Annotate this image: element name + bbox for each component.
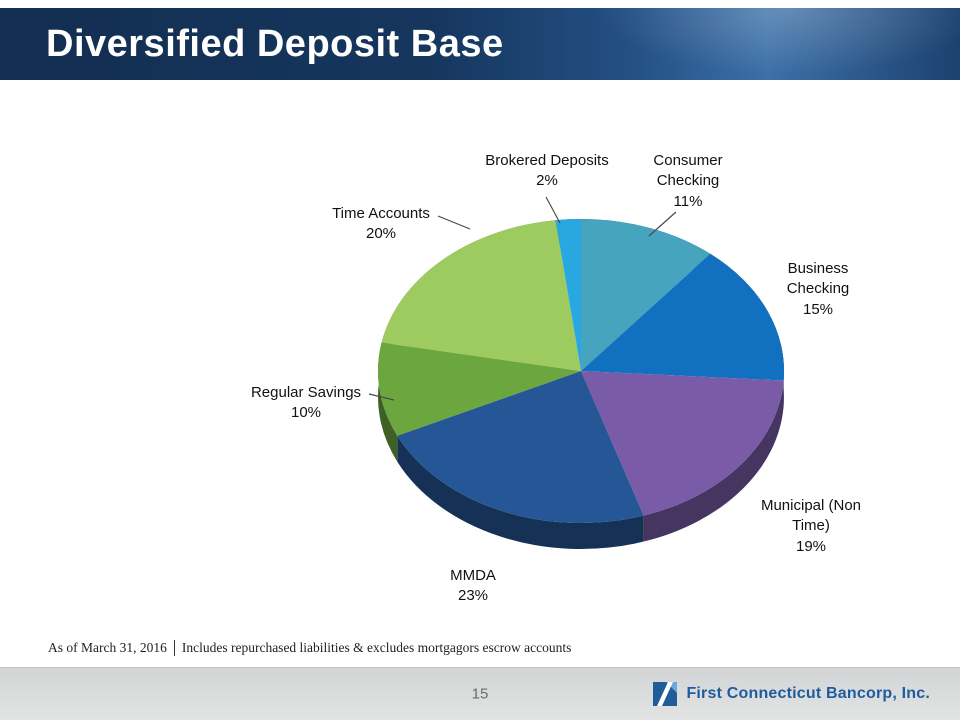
slide-title: Diversified Deposit Base bbox=[46, 22, 504, 65]
pie-label-value: 10% bbox=[290, 404, 322, 422]
page-number: 15 bbox=[471, 685, 489, 703]
bottom-bar: 15 First Connecticut Bancorp, Inc. bbox=[0, 667, 960, 720]
pie-label-value: 2% bbox=[536, 172, 558, 190]
brand: First Connecticut Bancorp, Inc. bbox=[653, 682, 930, 706]
pie-label-time-accounts: Time Accounts 20% bbox=[301, 204, 461, 245]
brand-logo-icon bbox=[653, 682, 678, 706]
pie-label-text: Regular Savings bbox=[250, 384, 362, 401]
leader-line-regular-savings bbox=[368, 393, 395, 401]
leader-lines bbox=[368, 196, 677, 401]
top-strip bbox=[0, 0, 960, 8]
pie-label-consumer-checking: Consumer Checking 11% bbox=[633, 151, 743, 212]
brand-name: First Connecticut Bancorp, Inc. bbox=[686, 685, 930, 702]
pie-label-value: 11% bbox=[673, 192, 703, 210]
pie-label-value: 23% bbox=[457, 587, 489, 605]
pie-label-text: Time Accounts bbox=[332, 205, 430, 222]
pie-label-value: 15% bbox=[802, 300, 834, 318]
pie-label-mmda: MMDA 23% bbox=[418, 566, 528, 607]
pie-slices bbox=[378, 219, 785, 549]
leader-line-consumer bbox=[648, 211, 677, 237]
footer-as-of: As of March 31, 2016 bbox=[48, 640, 167, 655]
pie-label-value: 20% bbox=[365, 225, 397, 243]
pie-label-regular-savings: Regular Savings 10% bbox=[221, 383, 391, 424]
pie-label-business-checking: Business Checking 15% bbox=[763, 259, 873, 320]
footer-disclaimer: Includes repurchased liabilities & exclu… bbox=[181, 640, 572, 655]
pie-label-text: Municipal (Non Time) bbox=[760, 497, 862, 535]
title-bar: Diversified Deposit Base bbox=[0, 8, 960, 80]
leader-line-time-accounts bbox=[437, 215, 471, 230]
footer-note: As of March 31, 2016 Includes repurchase… bbox=[48, 640, 571, 656]
pie-label-text: Business Checking bbox=[786, 260, 850, 298]
pie-label-text: Brokered Deposits bbox=[485, 152, 609, 169]
pie-label-text: Consumer Checking bbox=[653, 152, 723, 190]
pie-label-municipal: Municipal (Non Time) 19% bbox=[746, 496, 876, 557]
pie-label-text: MMDA bbox=[450, 567, 496, 584]
leader-line-brokered bbox=[545, 196, 561, 224]
pie-label-value: 19% bbox=[795, 537, 827, 555]
footer-divider bbox=[173, 640, 175, 656]
pie-label-brokered-deposits: Brokered Deposits 2% bbox=[460, 151, 635, 192]
